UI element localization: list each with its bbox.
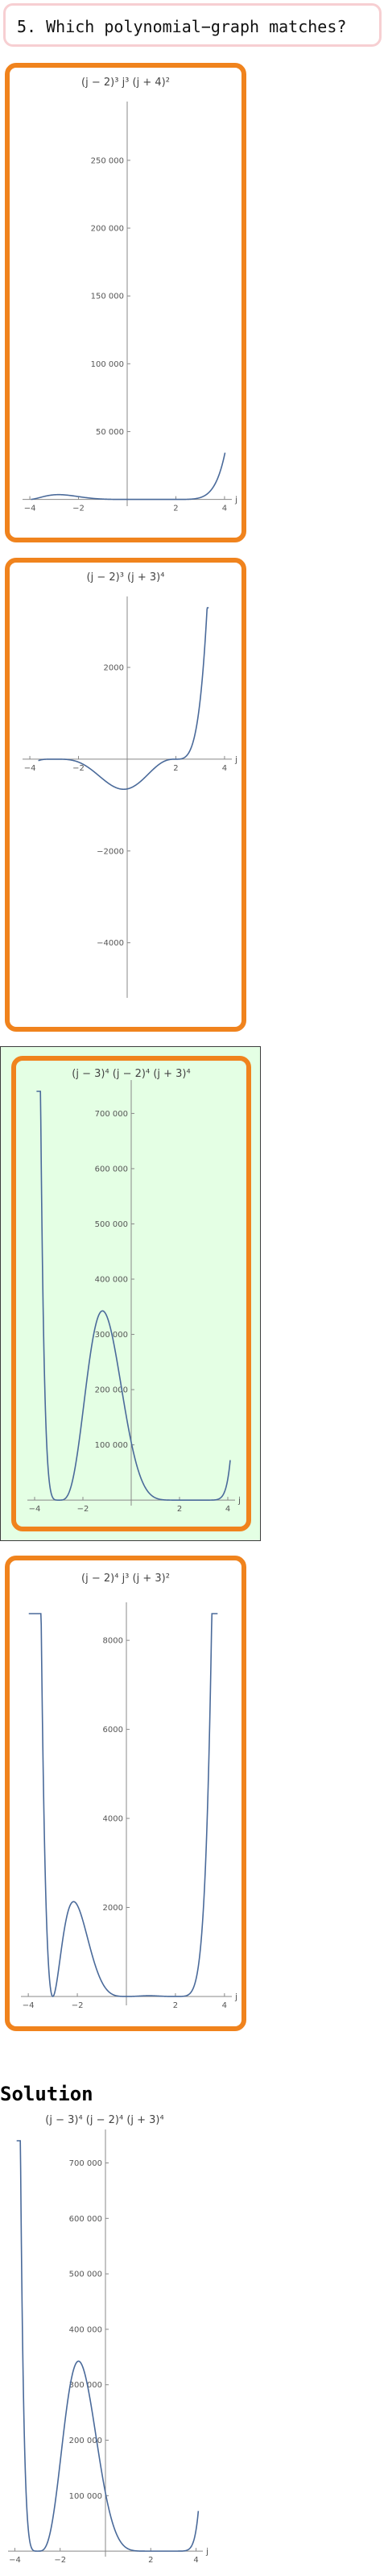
series-line [28, 1613, 218, 1997]
y-tick-label: 300 000 [69, 2381, 102, 2390]
y-tick-label: 100 000 [95, 1441, 128, 1450]
y-tick-label: 700 000 [69, 2159, 102, 2168]
x-tick-label: −4 [23, 2001, 35, 2010]
option-card-3[interactable]: (j − 3)⁴ (j − 2)⁴ (j + 3)⁴ −4 −2 2 4 j 100 000… [11, 1056, 251, 1531]
x-tick-label: 2 [177, 1505, 182, 1514]
y-tick-label: −2000 [97, 847, 124, 856]
x-tick-label: 2 [173, 764, 178, 773]
y-tick-label: 400 000 [69, 2325, 102, 2334]
x-tick-label: −2 [77, 1505, 89, 1514]
question-box: 5. Which polynomial−graph matches? [3, 3, 382, 47]
option-1-plot: (j − 2)³ j³ (j + 4)² −4 −2 2 4j 50 000 100 000… [23, 77, 237, 513]
y-tick-label: 4000 [103, 1815, 123, 1824]
y-tick-label: 700 000 [95, 1110, 128, 1119]
y-tick-label: 300 000 [95, 1331, 128, 1340]
series-line [38, 607, 209, 791]
y-tick-label: 2000 [104, 664, 124, 673]
y-tick-label: −4000 [97, 939, 124, 948]
chart-title: (j − 2)³ (j + 3)⁴ [87, 571, 165, 584]
x-tick-label: 2 [173, 2001, 178, 2010]
y-tick-label: 100 000 [69, 2492, 102, 2501]
x-axis-label: j [234, 1992, 237, 2002]
x-axis-label: j [234, 495, 237, 505]
x-tick-label: 2 [173, 505, 178, 513]
y-tick-label: 150 000 [91, 293, 124, 301]
x-axis-label: j [205, 2546, 208, 2557]
x-tick-label: −4 [24, 764, 36, 773]
x-tick-label: −2 [54, 2556, 66, 2565]
series-line [36, 1091, 231, 1501]
x-tick-label: 4 [193, 2556, 198, 2565]
y-tick-label: 200 000 [91, 225, 124, 234]
y-tick-label: 100 000 [91, 360, 124, 369]
x-tick-label: −4 [24, 505, 36, 513]
x-tick-label: 2 [148, 2556, 153, 2565]
x-tick-label: 4 [225, 1505, 230, 1514]
x-axis-label: j [234, 754, 237, 765]
y-tick-label: 600 000 [69, 2215, 102, 2224]
y-tick-label: 6000 [103, 1726, 123, 1735]
y-tick-label: 500 000 [95, 1220, 128, 1229]
option-card-2[interactable]: (j − 2)³ (j + 3)⁴ −4 −2 2 4 j 2000 −2000 −4000 [5, 558, 246, 1032]
option-card-4[interactable]: (j − 2)⁴ j³ (j + 3)² −4 −2 2 4 j 2000 4000 6000 8… [5, 1556, 246, 2031]
solution-title: Solution [0, 2083, 93, 2105]
x-tick-label: −4 [29, 1505, 41, 1514]
x-tick-label: 4 [222, 764, 227, 773]
x-tick-label: −4 [9, 2556, 21, 2565]
x-axis-label: j [237, 1495, 241, 1506]
y-tick-label: 400 000 [95, 1276, 128, 1285]
y-tick-label: 50 000 [96, 428, 124, 437]
y-tick-label: 600 000 [95, 1165, 128, 1174]
option-card-1[interactable]: (j − 2)³ j³ (j + 4)² −4 −2 2 4 j 50 000 100 000… [5, 63, 246, 542]
x-tick-label: 4 [222, 2001, 227, 2010]
x-tick-label: −2 [72, 505, 85, 513]
option-3-plot: (j − 3)⁴ (j − 2)⁴ (j + 3)⁴ −4 −2 2 4j 100 000… [27, 1068, 241, 1514]
y-tick-label: 200 000 [95, 1386, 128, 1395]
option-4-plot: (j − 2)⁴ j³ (j + 3)² −4 −2 2 4j 2000 4000 6000 8… [21, 1573, 237, 2010]
question-text: 5. Which polynomial−graph matches? [17, 17, 347, 36]
series-line [16, 2140, 200, 2552]
solution-chart: (j − 3)⁴ (j − 2)⁴ (j + 3)⁴ −4 −2 2 4 j 100 000… [0, 2109, 209, 2576]
y-tick-label: 2000 [103, 1904, 123, 1913]
option-2-plot: (j − 2)³ (j + 3)⁴ −4 −2 2 4j 2000 −2000 −4000 [23, 571, 237, 998]
x-tick-label: −2 [72, 2001, 84, 2010]
y-tick-label: 500 000 [69, 2271, 102, 2279]
chart-title: (j − 2)³ j³ (j + 4)² [81, 77, 170, 89]
chart-title: (j − 3)⁴ (j − 2)⁴ (j + 3)⁴ [72, 1068, 190, 1080]
solution-plot: (j − 3)⁴ (j − 2)⁴ (j + 3)⁴ −4 −2 2 4j 100 000… [8, 2114, 208, 2565]
y-tick-label: 250 000 [91, 156, 124, 165]
x-tick-label: −2 [72, 764, 85, 773]
chart-title: (j − 2)⁴ j³ (j + 3)² [81, 1573, 170, 1585]
x-tick-label: 4 [222, 505, 227, 513]
y-tick-label: 8000 [103, 1637, 123, 1646]
chart-title: (j − 3)⁴ (j − 2)⁴ (j + 3)⁴ [45, 2114, 163, 2126]
y-tick-label: 200 000 [69, 2437, 102, 2445]
series-line [31, 452, 226, 501]
